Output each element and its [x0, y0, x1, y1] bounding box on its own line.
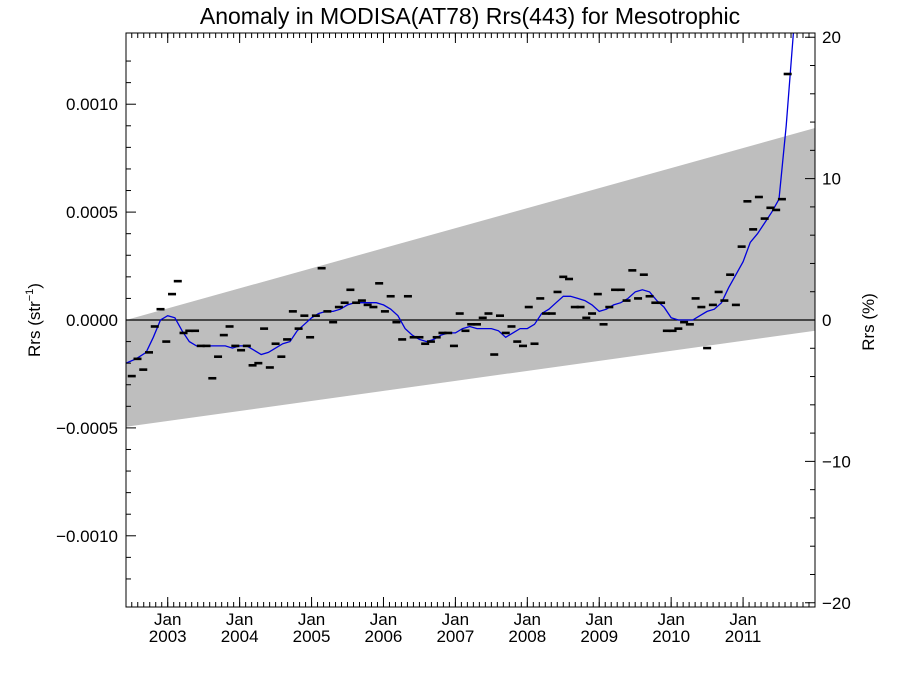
- x-tick-month: Jan: [586, 610, 613, 629]
- y-tick-label: 0.0000: [66, 311, 118, 330]
- x-tick-year: 2004: [221, 627, 259, 646]
- x-tick-year: 2010: [652, 627, 690, 646]
- y2-axis-label: Rrs (%): [859, 293, 878, 351]
- x-tick-year: 2006: [365, 627, 403, 646]
- x-tick-month: Jan: [298, 610, 325, 629]
- chart-title: Anomaly in MODISA(AT78) Rrs(443) for Mes…: [200, 3, 740, 29]
- x-tick-year: 2009: [580, 627, 618, 646]
- x-tick-month: Jan: [226, 610, 253, 629]
- x-tick-month: Jan: [154, 610, 181, 629]
- running-mean-line: [125, 32, 795, 364]
- y2-tick-labels: 20 10 0 −10 −20: [822, 28, 851, 613]
- data-points-layer: [127, 72, 792, 380]
- y-axis-label: Rrs (str−1): [24, 283, 44, 357]
- y-tick-label: 0.0010: [66, 95, 118, 114]
- y2-tick-label: 0: [822, 311, 831, 330]
- x-tick-month: Jan: [442, 610, 469, 629]
- y-tick-label: 0.0005: [66, 203, 118, 222]
- x-tick-year: 2011: [725, 627, 762, 646]
- axis-ticks-layer: [126, 33, 816, 607]
- x-tick-year: 2008: [508, 627, 546, 646]
- running-mean-layer: [125, 32, 795, 364]
- y2-tick-label: 20: [822, 28, 841, 47]
- y-tick-label: −0.0010: [56, 527, 118, 546]
- uncertainty-band-layer: [126, 127, 815, 427]
- y-tick-label: −0.0005: [56, 419, 118, 438]
- x-tick-month: Jan: [370, 610, 397, 629]
- x-tick-year: 2003: [149, 627, 187, 646]
- uncertainty-band: [126, 127, 815, 427]
- y2-tick-label: −20: [822, 594, 851, 613]
- x-tick-month: Jan: [729, 610, 756, 629]
- x-tick-month: Jan: [657, 610, 684, 629]
- y2-tick-label: −10: [822, 452, 851, 471]
- x-tick-year: 2005: [293, 627, 331, 646]
- y2-tick-label: 10: [822, 170, 841, 189]
- y-tick-labels: 0.0010 0.0005 0.0000 −0.0005 −0.0010: [56, 95, 118, 546]
- x-tick-year: 2007: [436, 627, 474, 646]
- x-tick-labels: Jan2003Jan2004Jan2005Jan2006Jan2007Jan20…: [149, 610, 762, 646]
- x-tick-month: Jan: [514, 610, 541, 629]
